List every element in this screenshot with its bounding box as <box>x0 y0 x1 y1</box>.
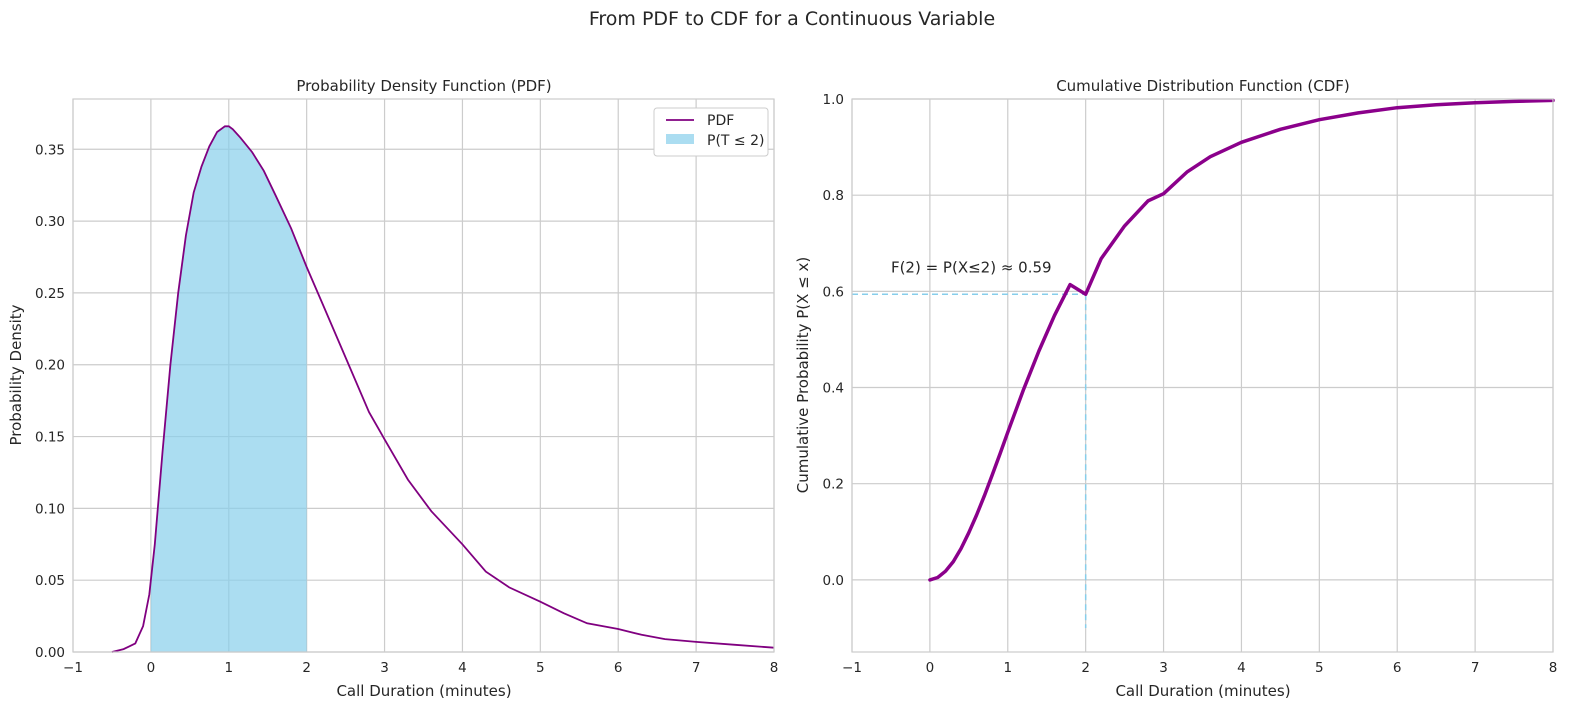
pdf-x-tick-label: −1 <box>63 660 83 676</box>
cdf-x-ticks: −1 0 1 2 3 4 5 6 7 8 <box>842 660 1557 676</box>
legend-fill-label: P(T ≤ 2) <box>707 133 764 149</box>
cdf-y-label: Cumulative Probability P(X ≤ x) <box>794 257 812 493</box>
pdf-x-tick-label: 1 <box>224 660 233 676</box>
pdf-legend: PDF P(T ≤ 2) <box>653 107 769 157</box>
pdf-x-tick-label: 2 <box>302 660 311 676</box>
cdf-x-tick-label: 6 <box>1393 660 1402 676</box>
pdf-fill-area <box>150 126 307 653</box>
cdf-x-tick-label: 1 <box>1003 660 1012 676</box>
cdf-y-ticks: 0.0 0.2 0.4 0.6 0.8 1.0 <box>823 92 844 589</box>
cdf-frame <box>851 98 1554 653</box>
pdf-x-tick-label: 6 <box>614 660 623 676</box>
cdf-line <box>928 98 1555 582</box>
cdf-x-tick-label: 8 <box>1549 660 1558 676</box>
cdf-x-tick-label: 3 <box>1159 660 1168 676</box>
pdf-y-tick-label: 0.20 <box>35 358 65 374</box>
cdf-x-label: Call Duration (minutes) <box>1115 682 1290 700</box>
cdf-x-tick-label: 2 <box>1081 660 1090 676</box>
cdf-y-tick-label: 1.0 <box>823 92 844 108</box>
cdf-x-tick-label: 0 <box>926 660 935 676</box>
pdf-frame <box>72 98 775 653</box>
pdf-x-label: Call Duration (minutes) <box>336 682 511 700</box>
pdf-x-tick-label: 0 <box>147 660 156 676</box>
pdf-y-ticks: 0.00 0.05 0.10 0.15 0.20 0.25 0.30 0.35 <box>35 142 65 661</box>
pdf-y-tick-label: 0.10 <box>35 501 65 517</box>
cdf-x-tick-label: 7 <box>1471 660 1480 676</box>
pdf-y-tick-label: 0.25 <box>35 286 65 302</box>
cdf-x-tick-label: 5 <box>1315 660 1324 676</box>
cdf-y-tick-label: 0.8 <box>823 188 844 204</box>
pdf-x-tick-label: 3 <box>380 660 389 676</box>
pdf-y-tick-label: 0.35 <box>35 142 65 158</box>
pdf-panel: Probability Density Function (PDF) −1 0 1 2… <box>7 77 778 700</box>
cdf-panel: Cumulative Distribution Function (CDF) −… <box>794 77 1557 700</box>
pdf-y-tick-label: 0.30 <box>35 214 65 230</box>
pdf-y-tick-label: 0.00 <box>35 645 65 661</box>
cdf-y-tick-label: 0.6 <box>823 284 844 300</box>
pdf-y-tick-label: 0.15 <box>35 430 65 446</box>
pdf-x-tick-label: 5 <box>536 660 545 676</box>
pdf-x-tick-label: 4 <box>458 660 467 676</box>
cdf-x-tick-label: 4 <box>1237 660 1246 676</box>
cdf-y-tick-label: 0.0 <box>823 573 844 589</box>
pdf-line <box>111 125 775 653</box>
cdf-x-tick-label: −1 <box>842 660 862 676</box>
pdf-x-tick-label: 7 <box>692 660 701 676</box>
pdf-y-label: Probability Density <box>7 304 25 445</box>
pdf-y-tick-label: 0.05 <box>35 573 65 589</box>
cdf-grid <box>851 98 1554 652</box>
cdf-y-tick-label: 0.2 <box>823 477 844 493</box>
legend-pdf-label: PDF <box>707 113 734 129</box>
pdf-x-tick-label: 8 <box>770 660 779 676</box>
cdf-annotation: F(2) = P(X≤2) ≈ 0.59 <box>891 258 1052 276</box>
figure-title: From PDF to CDF for a Continuous Variabl… <box>589 8 995 30</box>
cdf-y-tick-label: 0.4 <box>823 381 844 397</box>
pdf-x-ticks: −1 0 1 2 3 4 5 6 7 8 <box>63 660 778 676</box>
cdf-title: Cumulative Distribution Function (CDF) <box>1056 77 1350 95</box>
legend-fill-swatch <box>666 134 694 144</box>
pdf-title: Probability Density Function (PDF) <box>296 77 551 95</box>
